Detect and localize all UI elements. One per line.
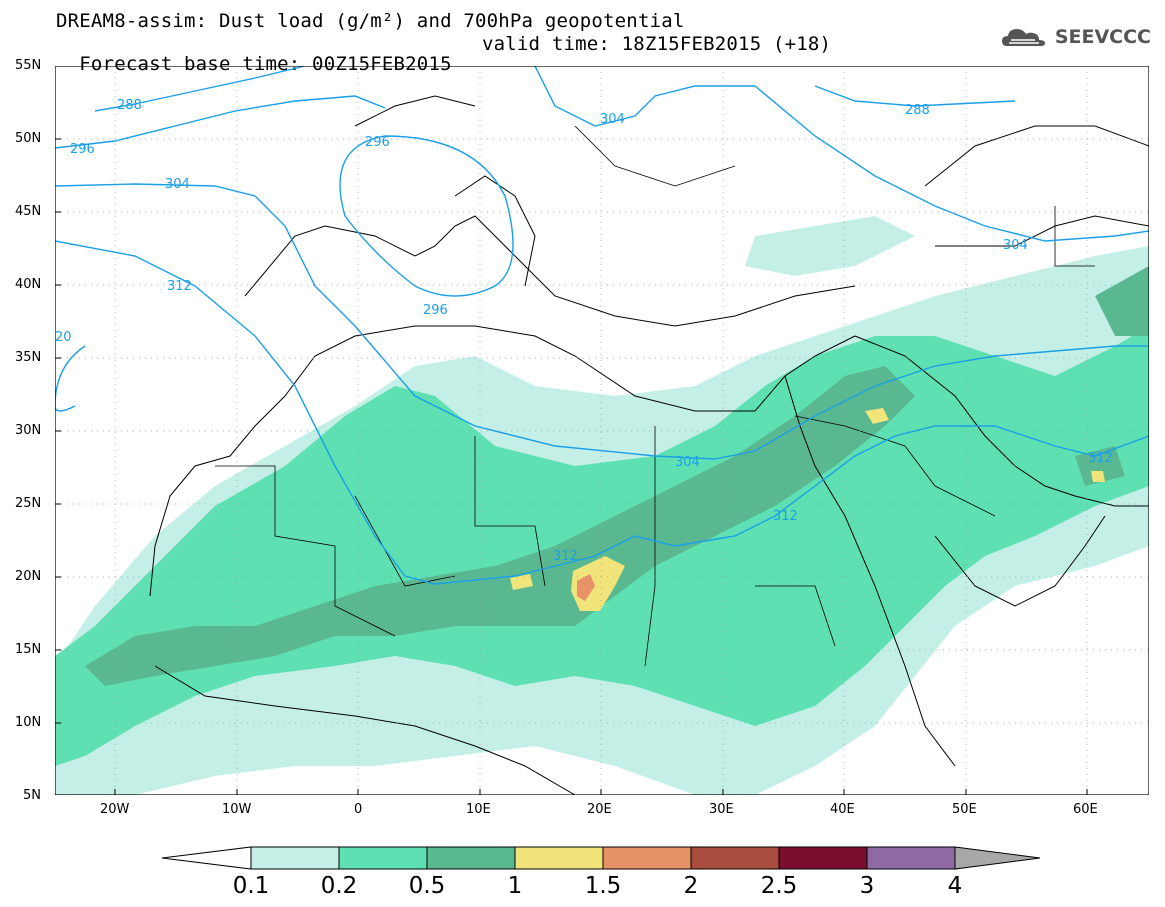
colorbar-label: 4 xyxy=(947,873,963,899)
colorbar-label: 0.1 xyxy=(232,873,270,899)
colorbar-label: 2 xyxy=(683,873,699,899)
colorbar-label: 2.5 xyxy=(760,873,798,899)
contour-labels: 288 296 304 312 296 304 312 20 288 296 3… xyxy=(55,98,1113,564)
lon-label-20w: 20W xyxy=(100,802,130,817)
forecast-base-time: Forecast base time: 00Z15FEB2015 xyxy=(79,53,452,75)
geopotential-contours xyxy=(55,66,1149,585)
colorbar-swatch-3 xyxy=(426,846,516,870)
colorbar-label: 0.2 xyxy=(320,873,358,899)
dust-map: 288 296 304 312 296 304 312 20 288 296 3… xyxy=(55,66,1149,795)
dust-orange-layer xyxy=(577,574,595,601)
lon-label-10w: 10W xyxy=(222,802,252,817)
country-borders xyxy=(215,125,1095,667)
lat-label-55n: 55N xyxy=(15,58,42,73)
svg-text:20: 20 xyxy=(55,330,72,345)
svg-text:312: 312 xyxy=(773,509,798,524)
lon-label-60e: 60E xyxy=(1073,802,1098,817)
colorbar-swatch-7 xyxy=(778,846,868,870)
lon-label-20e: 20E xyxy=(587,802,612,817)
lat-label-5n: 5N xyxy=(23,788,41,803)
lat-label-25n: 25N xyxy=(15,496,42,511)
seevccc-logo: SEEVCCC xyxy=(1001,24,1151,50)
svg-text:304: 304 xyxy=(1003,238,1028,253)
lat-label-15n: 15N xyxy=(15,642,42,657)
lat-label-35n: 35N xyxy=(15,350,42,365)
map-subtitle: Forecast base time: 00Z15FEB2015 valid t… xyxy=(56,34,831,94)
valid-time: valid time: 18Z15FEB2015 (+18) xyxy=(482,33,832,55)
lat-label-10n: 10N xyxy=(15,715,42,730)
lat-label-50n: 50N xyxy=(15,131,42,146)
lat-lon-grid xyxy=(55,66,1149,795)
map-title: DREAM8-assim: Dust load (g/m²) and 700hP… xyxy=(56,10,685,32)
colorbar-high-arrow xyxy=(954,846,1041,870)
colorbar-label: 1.5 xyxy=(584,873,622,899)
svg-text:288: 288 xyxy=(905,103,930,118)
svg-text:296: 296 xyxy=(423,303,448,318)
colorbar xyxy=(162,846,1041,870)
svg-text:312: 312 xyxy=(167,279,192,294)
lon-label-0: 0 xyxy=(354,802,363,817)
colorbar-label: 0.5 xyxy=(408,873,446,899)
svg-text:288: 288 xyxy=(117,98,142,113)
colorbar-swatch-6 xyxy=(690,846,780,870)
lon-label-30e: 30E xyxy=(709,802,734,817)
colorbar-swatch-5 xyxy=(602,846,692,870)
svg-text:296: 296 xyxy=(365,135,390,150)
colorbar-swatch-4 xyxy=(514,846,604,870)
lat-label-40n: 40N xyxy=(15,277,42,292)
lon-label-10e: 10E xyxy=(466,802,491,817)
svg-text:312: 312 xyxy=(1088,451,1113,466)
logo-text: SEEVCCC xyxy=(1054,26,1151,48)
colorbar-label: 1 xyxy=(507,873,523,899)
svg-text:304: 304 xyxy=(165,177,190,192)
svg-text:304: 304 xyxy=(675,455,700,470)
cloud-icon xyxy=(1001,29,1045,46)
lat-label-45n: 45N xyxy=(15,204,42,219)
lat-label-30n: 30N xyxy=(15,423,42,438)
dust-dark-layer xyxy=(85,266,1149,686)
colorbar-swatch-1 xyxy=(250,846,340,870)
colorbar-swatch-8 xyxy=(866,846,956,870)
lon-label-50e: 50E xyxy=(952,802,977,817)
svg-text:312: 312 xyxy=(553,549,578,564)
svg-text:304: 304 xyxy=(600,112,625,127)
coastlines xyxy=(149,95,1149,795)
colorbar-low-arrow xyxy=(162,846,252,870)
colorbar-swatch-2 xyxy=(338,846,428,870)
lat-label-20n: 20N xyxy=(15,569,42,584)
axis-ticks xyxy=(55,66,1088,795)
svg-text:296: 296 xyxy=(70,142,95,157)
colorbar-label: 3 xyxy=(859,873,875,899)
lon-label-40e: 40E xyxy=(830,802,855,817)
